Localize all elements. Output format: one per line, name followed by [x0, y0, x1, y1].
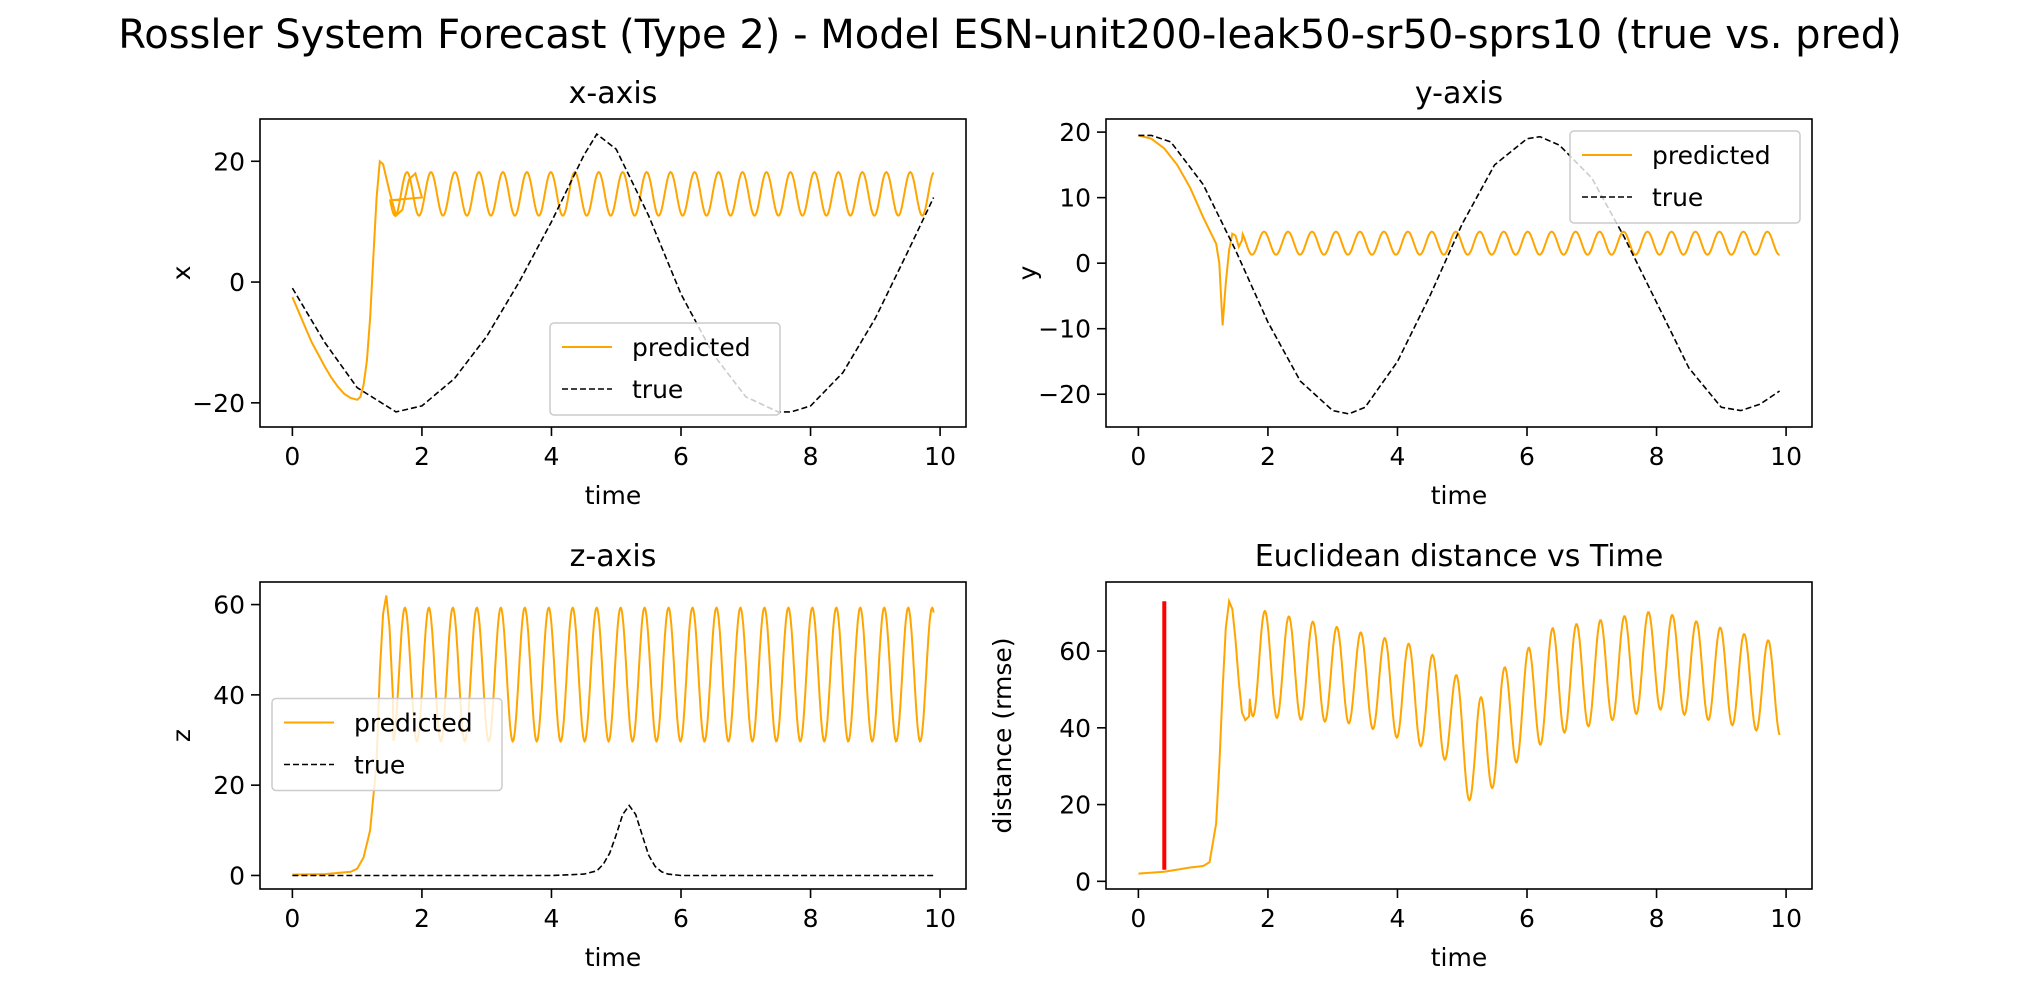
subplot-3: 0 2 4 6 8 10 0 20 40 60 z-axis time z predicted true	[167, 539, 967, 972]
axes-frame	[1105, 118, 1813, 428]
y-axis-label: z	[167, 729, 196, 742]
x-tick-label: 0	[284, 904, 300, 933]
x-axis-label: time	[1431, 481, 1487, 510]
x-axis-label: time	[1431, 943, 1487, 972]
legend: predicted true	[271, 697, 503, 792]
legend-label-predicted: predicted	[632, 333, 751, 362]
y-tick-label: −10	[1038, 315, 1091, 344]
legend-label-predicted: predicted	[354, 709, 473, 738]
x-tick-label: 2	[1260, 904, 1276, 933]
x-tick-label: 2	[1260, 442, 1276, 471]
y-axis-label: y	[1013, 265, 1042, 280]
x-tick-label: 10	[1770, 442, 1802, 471]
x-tick-label: 10	[1770, 904, 1802, 933]
x-tick-label: 0	[284, 442, 300, 471]
x-tick-label: 4	[1390, 904, 1406, 933]
x-tick-label: 10	[924, 904, 956, 933]
subplot-4: 0 2 4 6 8 10 0 20 40 60 Euclidean distance vs Time…	[988, 539, 1813, 972]
x-tick-label: 2	[414, 904, 430, 933]
legend-label-true: true	[354, 751, 405, 780]
x-tick-label: 8	[1649, 442, 1665, 471]
x-tick-label: 4	[544, 442, 560, 471]
y-tick-label: 0	[229, 268, 245, 297]
y-tick-label: 40	[1059, 714, 1091, 743]
axes-frame	[259, 118, 967, 428]
x-tick-label: 6	[1519, 904, 1535, 933]
y-tick-label: 20	[213, 771, 245, 800]
x-axis-label: time	[585, 943, 641, 972]
legend: predicted true	[549, 322, 781, 416]
subplot-2: 0 2 4 6 8 10 −20 −10 0 10 20 y-axis time y predicted tr…	[1013, 76, 1813, 510]
x-tick-label: 0	[1130, 904, 1146, 933]
y-tick-label: 0	[1075, 249, 1091, 278]
distance-series-line	[1138, 597, 1781, 875]
legend-label-true: true	[1652, 183, 1703, 212]
x-tick-label: 8	[1649, 904, 1665, 933]
y-tick-label: 20	[1059, 791, 1091, 820]
axes-frame	[1105, 581, 1813, 890]
y-tick-label: 20	[213, 147, 245, 176]
y-tick-label: 40	[213, 681, 245, 710]
x-tick-label: 4	[1390, 442, 1406, 471]
predicted-series-line	[292, 595, 935, 876]
y-tick-label: 60	[213, 591, 245, 620]
x-tick-label: 0	[1130, 442, 1146, 471]
x-tick-label: 2	[414, 442, 430, 471]
subplot-title: y-axis	[1415, 76, 1503, 111]
predicted-series-line	[291, 159, 935, 401]
y-tick-label: 0	[229, 861, 245, 890]
x-tick-label: 6	[673, 904, 689, 933]
subplot-title: x-axis	[569, 76, 658, 111]
subplot-1: 0 2 4 6 8 10 −20 0 20 x-axis time x predicted true	[167, 76, 967, 510]
subplot-title: Euclidean distance vs Time	[1255, 539, 1664, 574]
x-tick-label: 4	[544, 904, 560, 933]
y-axis-label: x	[167, 266, 196, 281]
subplot-title: z-axis	[570, 539, 657, 574]
y-tick-label: −20	[192, 389, 245, 418]
axes-frame	[259, 581, 967, 890]
y-tick-label: 10	[1059, 184, 1091, 213]
y-axis-label: distance (rmse)	[988, 638, 1017, 834]
x-tick-label: 6	[1519, 442, 1535, 471]
y-tick-label: −20	[1038, 380, 1091, 409]
x-tick-label: 10	[924, 442, 956, 471]
legend: predicted true	[1569, 130, 1801, 224]
y-tick-label: 60	[1059, 637, 1091, 666]
x-tick-label: 6	[673, 442, 689, 471]
predicted-series-line	[1138, 134, 1780, 326]
legend-label-predicted: predicted	[1652, 141, 1771, 170]
true-series-line	[1138, 134, 1781, 415]
legend-label-true: true	[632, 375, 683, 404]
y-tick-label: 20	[1059, 118, 1091, 147]
figure-title: Rossler System Forecast (Type 2) - Model…	[118, 12, 1902, 58]
x-tick-label: 8	[803, 904, 819, 933]
y-tick-label: 0	[1075, 867, 1091, 896]
x-axis-label: time	[585, 481, 641, 510]
x-tick-label: 8	[803, 442, 819, 471]
true-series-line	[292, 804, 934, 877]
true-series-line	[291, 132, 935, 413]
